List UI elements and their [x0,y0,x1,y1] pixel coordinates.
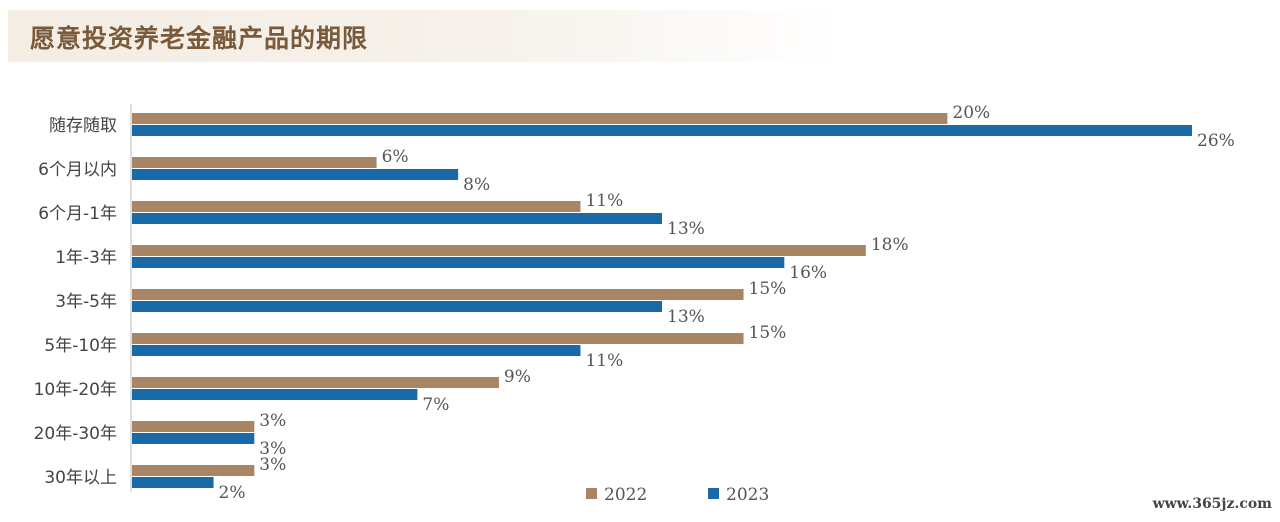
data-label: 3% [259,439,286,459]
watermark-text: www.365jz.com [1152,496,1272,512]
data-label: 6% [382,147,409,167]
bar-2022 [132,465,255,476]
data-label: 9% [504,367,531,387]
data-label: 18% [871,235,909,255]
bar-2022 [132,333,744,344]
data-label: 15% [749,279,787,299]
category-label: 20年-30年 [34,424,117,444]
bar-2023 [132,433,255,444]
bar-2022 [132,289,744,300]
data-label: 8% [463,175,490,195]
bar-2023 [132,345,581,356]
bar-2022 [132,421,255,432]
data-label: 13% [667,219,705,239]
category-label: 1年-3年 [55,248,117,268]
bar-2023 [132,213,662,224]
bar-2022 [132,157,377,168]
bar-2023 [132,301,662,312]
data-label: 26% [1197,131,1235,151]
bar-2023 [132,169,459,180]
category-label: 5年-10年 [44,336,117,356]
bar-2023 [132,125,1192,136]
bar-2023 [132,257,785,268]
data-label: 13% [667,307,705,327]
category-label: 3年-5年 [55,292,117,312]
bar-2022 [132,377,499,388]
data-label: 7% [422,395,449,415]
legend-label-2022: 2022 [604,485,647,505]
data-label: 2% [219,483,246,503]
bar-2022 [132,245,866,256]
category-label: 6个月以内 [38,160,117,180]
chart-title: 愿意投资养老金融产品的期限 [30,24,369,53]
title-bar: 愿意投资养老金融产品的期限 [8,10,843,62]
category-label: 随存随取 [49,116,117,136]
bar-2022 [132,201,581,212]
data-label: 3% [259,411,286,431]
data-label: 3% [259,455,286,475]
legend-label-2023: 2023 [726,485,769,505]
category-label: 10年-20年 [34,380,117,400]
legend-swatch-2023 [708,488,719,499]
data-label: 15% [749,323,787,343]
bar-2023 [132,477,214,488]
data-label: 11% [585,191,623,211]
legend-swatch-2022 [586,488,597,499]
category-label: 30年以上 [44,468,117,488]
data-label: 16% [789,263,827,283]
bar-2023 [132,389,418,400]
bar-2022 [132,113,948,124]
category-label: 6个月-1年 [38,204,117,224]
data-label: 11% [585,351,623,371]
data-label: 20% [952,103,990,123]
